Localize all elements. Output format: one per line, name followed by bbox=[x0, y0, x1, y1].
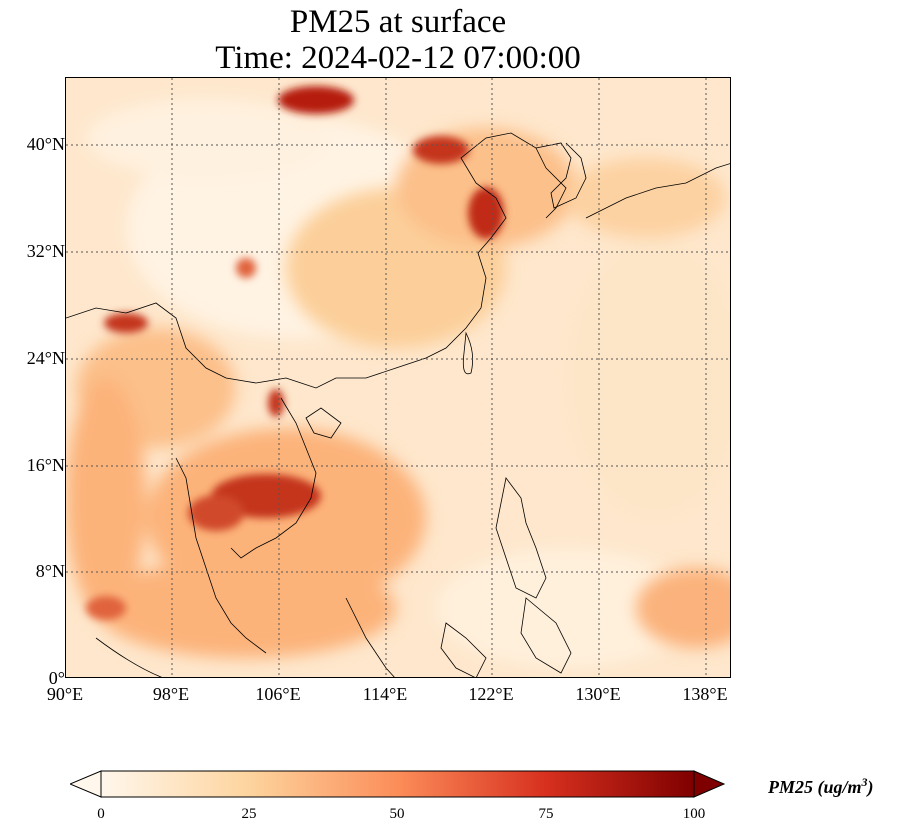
colorbar-max-extend bbox=[693, 770, 725, 798]
colorbar-label: PM25 (ug/m3) bbox=[768, 775, 874, 798]
lat-tick-24n: 24°N bbox=[26, 348, 65, 368]
lon-tick-90e: 90°E bbox=[46, 684, 84, 704]
colorbar-label-exponent: 3 bbox=[861, 775, 868, 789]
colorbar-tick-75: 75 bbox=[538, 806, 554, 822]
pm25-map bbox=[66, 78, 730, 677]
colorbar-label-close: ) bbox=[867, 777, 874, 797]
lat-tick-8n: 8°N bbox=[35, 561, 65, 581]
lon-tick-98e: 98°E bbox=[152, 684, 190, 704]
lon-tick-130e: 130°E bbox=[575, 684, 621, 704]
colorbar-tick-25: 25 bbox=[241, 806, 257, 822]
map-area bbox=[65, 77, 731, 678]
coastlines bbox=[66, 132, 730, 677]
colorbar bbox=[70, 770, 725, 798]
lon-tick-138e: 138°E bbox=[682, 684, 728, 704]
colorbar-tick-0: 0 bbox=[97, 806, 105, 822]
map-title: PM25 at surface bbox=[289, 4, 507, 40]
map-subtitle-time: Time: 2024-02-12 07:00:00 bbox=[215, 40, 581, 76]
lat-tick-40n: 40°N bbox=[26, 134, 65, 154]
lat-tick-0: 0° bbox=[48, 668, 65, 688]
lat-tick-32n: 32°N bbox=[26, 241, 65, 261]
colorbar-min-extend bbox=[70, 770, 102, 798]
lon-tick-106e: 106°E bbox=[255, 684, 301, 704]
colorbar-tick-50: 50 bbox=[389, 806, 405, 822]
lat-tick-16n: 16°N bbox=[26, 455, 65, 475]
gridlines bbox=[66, 78, 730, 677]
lon-tick-122e: 122°E bbox=[468, 684, 514, 704]
pm25-hotspots bbox=[86, 86, 504, 620]
colorbar-gradient bbox=[100, 770, 695, 798]
colorbar-tick-100: 100 bbox=[682, 806, 706, 822]
lon-tick-114e: 114°E bbox=[362, 684, 408, 704]
colorbar-label-text: PM25 (ug/m bbox=[768, 777, 862, 797]
